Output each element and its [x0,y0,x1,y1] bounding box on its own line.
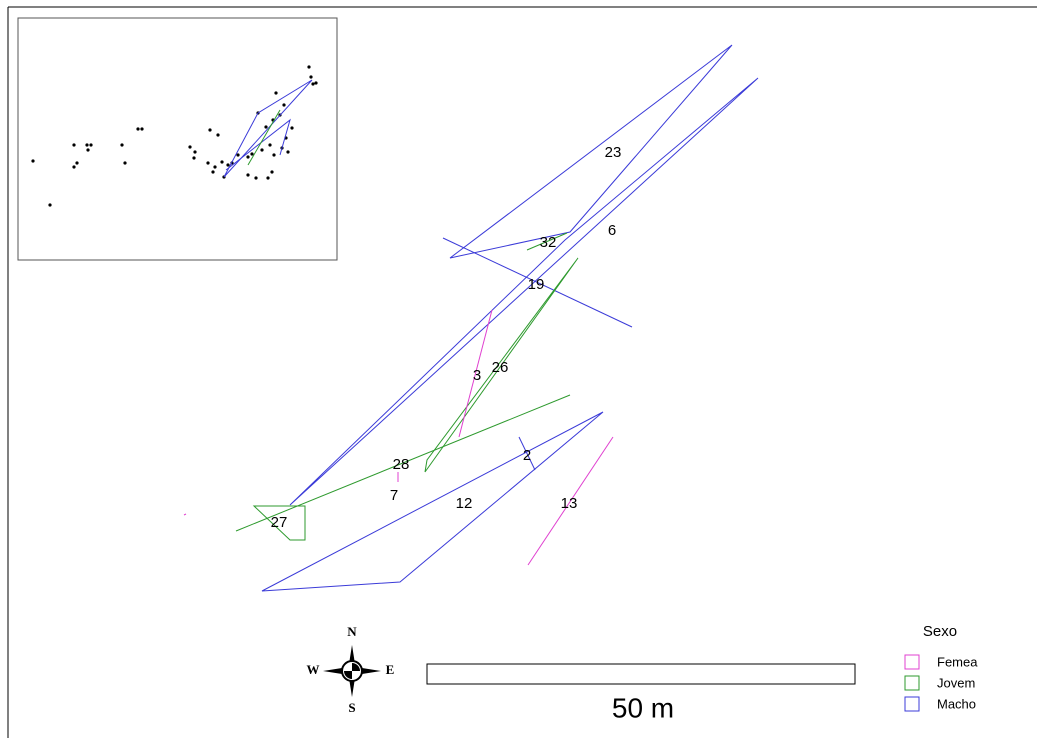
track-jovem [424,257,579,473]
scale-bar [426,663,856,685]
legend-swatch [904,696,920,712]
tracks [183,44,759,592]
track-jovem [252,505,306,541]
track-labels: 23 32 6 19 3 26 28 2 7 12 13 27 [271,144,622,531]
track-label: 32 [540,234,557,251]
inset-frame [17,17,338,261]
legend-title: Sexo [923,623,957,640]
track-macho [518,436,536,471]
compass-east: E [386,662,395,677]
track-label: 7 [390,487,398,504]
track-femea [527,436,614,566]
track-label: 28 [393,456,410,473]
track-label: 23 [605,144,622,161]
inset-map [17,17,338,261]
track-label: 2 [523,447,531,464]
scale-label: 50 m [612,692,674,723]
north-arrow: N S E W [307,624,395,715]
track-macho [261,411,604,592]
inset-track [223,79,313,178]
legend-swatch [904,654,920,670]
track-label: 3 [473,367,481,384]
legend-label: Femea [937,654,978,669]
legend-swatch [904,675,920,691]
track-label: 26 [492,359,509,376]
track-label: 13 [561,495,578,512]
compass-south: S [348,700,355,715]
track-macho [442,237,633,328]
track-label: 12 [456,495,473,512]
compass-north: N [347,624,357,639]
track-jovem [235,394,571,532]
inset-track [247,109,281,166]
track-macho [289,77,759,506]
track-femea [458,309,493,438]
legend-label: Macho [937,696,976,711]
inset-track [225,118,291,171]
track-jovem [526,232,568,251]
track-label: 6 [608,222,616,239]
track-label: 27 [271,514,288,531]
compass-rose [344,663,360,679]
compass-west: W [307,662,320,677]
track-macho [449,44,733,259]
legend-label: Jovem [937,675,975,690]
track-label: 19 [528,276,545,293]
track-femea [183,513,187,516]
legend: Sexo Femea Jovem Macho [904,623,978,712]
